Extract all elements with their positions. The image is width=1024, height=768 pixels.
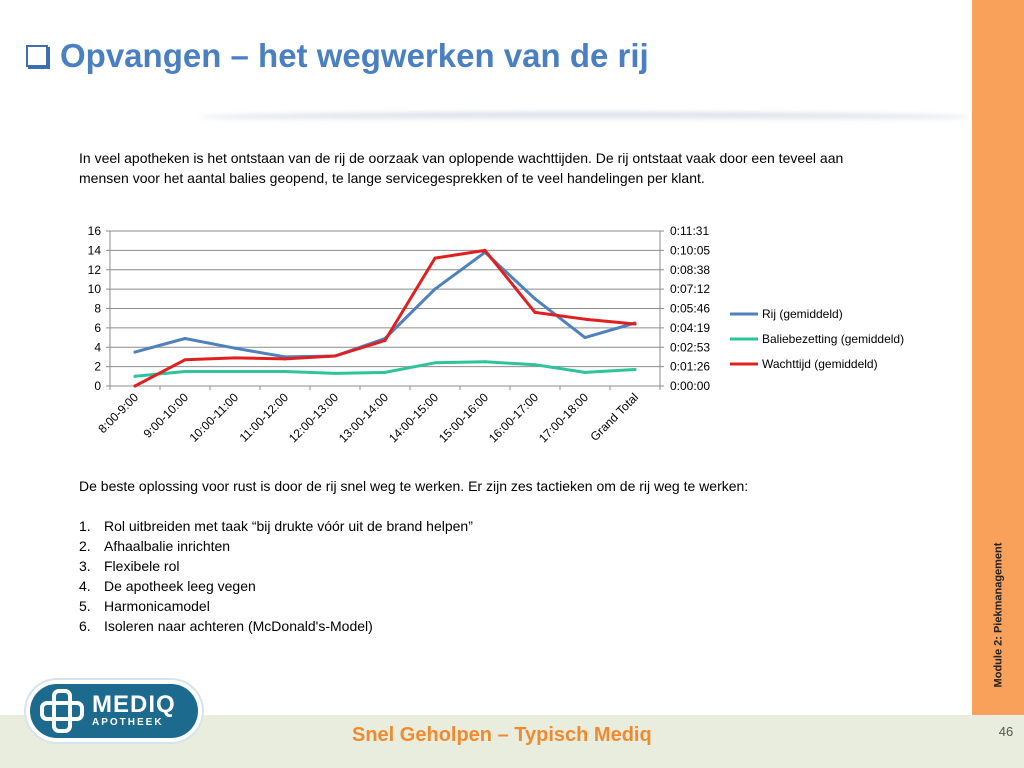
y-tick-label: 14 [88,243,102,257]
data-point [383,370,387,374]
logo-name: MEDIQ [92,691,176,718]
y2-tick-label: 0:10:05 [670,243,710,257]
footer-slogan: Snel Geholpen – Typisch Mediq [352,724,652,746]
y-tick-label: 2 [94,360,101,374]
tactic-number: 1. [79,518,91,534]
tactic-text: Rol uitbreiden met taak “bij drukte vóór… [104,518,473,534]
x-tick-label: 13:00-14:00 [336,390,391,445]
series-line-2 [133,360,637,378]
data-point [183,337,187,341]
y2-tick-label: 0:01:26 [670,360,710,374]
data-point [183,358,187,362]
data-point [433,256,437,260]
tactics-list: 1. Rol uitbreiden met taak “bij drukte vó… [79,516,939,636]
tactic-item: 5. Harmonicamodel [79,596,939,616]
tactic-number: 5. [79,598,91,614]
solution-section: De beste oplossing voor rust is door de … [79,476,939,636]
x-tick-label: 16:00-17:00 [486,390,541,445]
tactic-item: 3. Flexibele rol [79,556,939,576]
line-chart: 0 0:00:00 2 0:01:26 4 0:02:53 6 0:04:19 8 0:05:46… [88,224,904,445]
data-point [133,384,137,388]
slide-title-row: Opvangen – het wegwerken van de rij [26,34,649,78]
data-point [133,350,137,354]
data-point [333,371,337,375]
y-tick-label: 8 [94,302,101,316]
y-tick-label: 16 [88,224,102,238]
x-tick-label: 12:00-13:00 [286,390,341,445]
checkbox-bullet-icon [26,45,48,67]
x-tick-label: 9:00-10:00 [141,390,192,441]
legend-label: Rij (gemiddeld) [762,307,843,321]
data-point [233,346,237,350]
y-tick-label: 10 [88,282,102,296]
tactic-text: Afhaalbalie inrichten [104,538,231,554]
data-point [633,368,637,372]
tactic-item: 4. De apotheek leeg vegen [79,576,939,596]
tactic-text: Isoleren naar achteren (McDonald's-Model… [104,618,373,634]
legend-label: Wachttijd (gemiddeld) [762,357,878,371]
tactic-item: 1. Rol uitbreiden met taak “bij drukte vó… [79,516,939,536]
side-bar [972,0,1024,715]
data-point [583,370,587,374]
x-tick-label: Grand Total [588,390,642,444]
logo-sub: APOTHEEK [92,717,164,728]
data-point [283,369,287,373]
y2-tick-label: 0:07:12 [670,282,710,296]
data-point [333,354,337,358]
legend-label: Baliebezetting (gemiddeld) [762,332,904,346]
data-point [583,317,587,321]
y-tick-label: 4 [94,340,101,354]
tactic-item: 6. Isoleren naar achteren (McDonald's-Mod… [79,616,939,636]
x-tick-label: 15:00-16:00 [436,390,491,445]
data-point [433,287,437,291]
side-label-wrap: Module 2: Piekmanagement [972,530,1024,700]
y2-tick-label: 0:02:53 [670,340,710,354]
tactic-number: 4. [79,578,91,594]
mediq-logo: MEDIQ APOTHEEK [26,680,202,742]
logo-words: MEDIQ APOTHEEK [92,693,176,729]
tactic-item: 2. Afhaalbalie inrichten [79,536,939,556]
y2-tick-label: 0:04:19 [670,321,710,335]
data-point [483,360,487,364]
tactic-text: De apotheek leeg vegen [104,578,256,594]
y-tick-label: 6 [94,321,101,335]
data-point [133,374,137,378]
y2-tick-label: 0:00:00 [670,379,710,393]
x-tick-label: 17:00-18:00 [536,390,591,445]
data-point [233,356,237,360]
intro-paragraph: In veel apotheken is het ontstaan van de… [79,150,844,186]
data-point [533,297,537,301]
data-point [533,363,537,367]
y2-tick-label: 0:11:31 [670,224,709,238]
y-tick-label: 0 [94,379,101,393]
x-tick-label: 11:00-12:00 [237,390,292,445]
data-point [533,310,537,314]
logo-badge: MEDIQ APOTHEEK [30,684,198,738]
data-point [233,369,237,373]
tactic-number: 3. [79,558,91,574]
data-point [383,338,387,342]
tactic-number: 6. [79,618,91,634]
x-tick-label: 14:00-15:00 [386,390,441,445]
data-point [483,248,487,252]
page-number: 46 [998,724,1014,739]
side-label: Module 2: Piekmanagement [992,542,1004,688]
tactic-text: Flexibele rol [104,558,180,574]
x-tick-label: 8:00-9:00 [95,390,141,436]
data-point [633,322,637,326]
solution-text: De beste oplossing voor rust is door de … [79,478,749,494]
slide-title: Opvangen – het wegwerken van de rij [60,37,649,74]
y-tick-label: 12 [88,263,102,277]
x-tick-label: 10:00-11:00 [187,390,242,445]
title-divider [200,112,970,122]
y2-tick-label: 0:05:46 [670,302,710,316]
tactic-number: 2. [79,538,91,554]
data-point [283,357,287,361]
y2-tick-label: 0:08:38 [670,263,710,277]
data-point [183,369,187,373]
tactic-text: Harmonicamodel [104,598,210,614]
data-point [433,361,437,365]
pharmacy-cross-icon [40,689,84,733]
data-point [583,336,587,340]
